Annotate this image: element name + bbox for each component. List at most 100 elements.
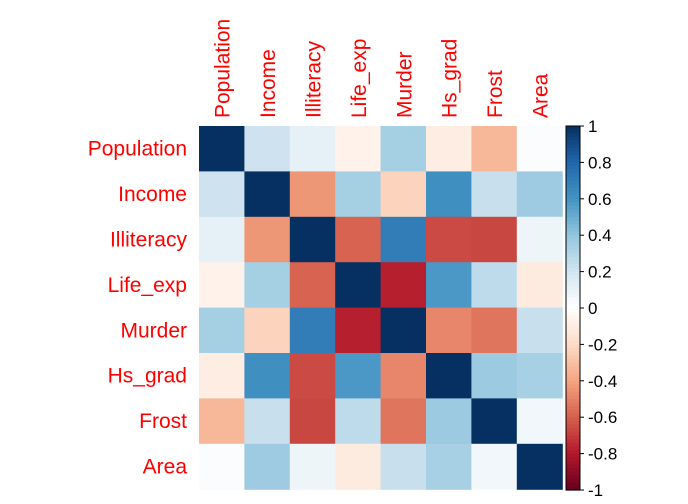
heatmap-cell bbox=[516, 443, 563, 490]
colorbar-tick-label: 0.6 bbox=[588, 190, 612, 209]
colorbar-segment bbox=[566, 351, 580, 356]
heatmap-cell bbox=[380, 216, 427, 263]
heatmap-cell bbox=[471, 262, 518, 309]
colorbar-segment bbox=[566, 424, 580, 429]
heatmap-cell bbox=[426, 353, 472, 399]
column-label: Population bbox=[212, 19, 235, 118]
colorbar-segment bbox=[566, 297, 580, 302]
colorbar-segment bbox=[566, 329, 580, 335]
heatmap-cell bbox=[380, 307, 427, 354]
colorbar-tick-label: -0.2 bbox=[588, 335, 617, 354]
colorbar-segment bbox=[566, 344, 580, 349]
colorbar-segment bbox=[566, 253, 580, 258]
heatmap-cell bbox=[244, 216, 291, 263]
colorbar-segment bbox=[566, 413, 580, 418]
heatmap-cell bbox=[471, 216, 518, 263]
heatmap-cell bbox=[289, 398, 336, 445]
colorbar-segment bbox=[566, 409, 580, 415]
heatmap-cell bbox=[335, 353, 382, 399]
heatmap-cell bbox=[426, 398, 472, 445]
colorbar-segment bbox=[566, 249, 580, 254]
colorbar-segment bbox=[566, 402, 580, 407]
colorbar-segment bbox=[566, 406, 580, 411]
row-labels: Population Income Illiteracy Life_exp Murder… bbox=[88, 138, 188, 479]
heatmap-cell bbox=[471, 398, 518, 445]
colorbar-tick-label: 0.4 bbox=[588, 226, 612, 245]
colorbar-segment bbox=[566, 202, 580, 207]
colorbar-segment bbox=[566, 449, 580, 455]
column-label: Frost bbox=[484, 70, 507, 118]
heatmap-cell bbox=[426, 126, 472, 172]
colorbar-segment bbox=[566, 260, 580, 265]
colorbar-segment bbox=[566, 399, 580, 404]
heatmap-cell bbox=[516, 353, 563, 399]
heatmap-cell bbox=[335, 443, 382, 490]
colorbar-segment bbox=[566, 482, 580, 487]
colorbar-segment bbox=[566, 278, 580, 284]
row-label: Population bbox=[88, 138, 187, 161]
heatmap-cell bbox=[289, 307, 336, 354]
colorbar-segment bbox=[566, 286, 580, 291]
heatmap-cell bbox=[335, 398, 382, 445]
heatmap-cell bbox=[426, 443, 472, 490]
heatmap-cell bbox=[426, 262, 472, 309]
heatmap-cell bbox=[244, 443, 291, 490]
colorbar-segment bbox=[566, 162, 580, 167]
heatmap-cell bbox=[244, 171, 291, 218]
colorbar-segment bbox=[566, 144, 580, 149]
colorbar-segment bbox=[566, 348, 580, 353]
heatmap-cell bbox=[199, 126, 245, 172]
colorbar-segment bbox=[566, 227, 580, 233]
row-label: Income bbox=[118, 183, 187, 206]
colorbar-segment bbox=[566, 169, 580, 174]
colorbar-segment bbox=[566, 355, 580, 360]
colorbar-segment bbox=[566, 377, 580, 382]
heatmap-cell bbox=[426, 307, 472, 354]
colorbar-segment bbox=[566, 235, 580, 240]
heatmap-cell bbox=[471, 307, 518, 354]
heatmap-cell bbox=[289, 443, 336, 490]
colorbar-segment bbox=[566, 362, 580, 367]
colorbar-tick-label: 1 bbox=[588, 117, 597, 136]
colorbar-segment bbox=[566, 173, 580, 178]
heatmap-cell bbox=[244, 126, 291, 172]
colorbar-segment bbox=[566, 391, 580, 396]
row-label: Life_exp bbox=[108, 274, 187, 297]
colorbar-segment bbox=[566, 322, 580, 327]
heatmap-cell bbox=[380, 126, 427, 172]
colorbar-segment bbox=[566, 166, 580, 171]
colorbar-segment bbox=[566, 293, 580, 298]
colorbar-segment bbox=[566, 464, 580, 469]
colorbar-segment bbox=[566, 435, 580, 440]
heatmap-cell bbox=[244, 307, 291, 354]
colorbar-segment bbox=[566, 373, 580, 378]
colorbar-segment bbox=[566, 479, 580, 484]
colorbar-segment bbox=[566, 231, 580, 236]
heatmap-cell bbox=[199, 353, 245, 399]
heatmap-cell bbox=[199, 398, 245, 445]
colorbar-segment bbox=[566, 395, 580, 400]
colorbar-segment bbox=[566, 315, 580, 320]
heatmap-cell bbox=[471, 353, 518, 399]
heatmap-cell bbox=[199, 262, 245, 309]
heatmap-cell bbox=[516, 262, 563, 309]
heatmap-cell bbox=[471, 443, 518, 490]
colorbar-segment bbox=[566, 366, 580, 371]
column-label: Life_exp bbox=[348, 39, 371, 118]
colorbar-segment bbox=[566, 369, 580, 375]
heatmap-cell bbox=[289, 262, 336, 309]
heatmap-cell bbox=[199, 307, 245, 354]
colorbar-segment bbox=[566, 457, 580, 462]
column-labels: Population Income Illiteracy Life_exp Murder… bbox=[212, 19, 553, 118]
heatmap-cell bbox=[426, 171, 472, 218]
heatmap-cell bbox=[199, 216, 245, 263]
colorbar-segment bbox=[566, 155, 580, 160]
colorbar-segment bbox=[566, 380, 580, 386]
column-label: Illiteracy bbox=[303, 40, 326, 118]
colorbar-tick-label: -0.4 bbox=[588, 372, 617, 391]
colorbar-segment bbox=[566, 147, 580, 153]
colorbar-segment bbox=[566, 471, 580, 477]
colorbar-segment bbox=[566, 442, 580, 447]
colorbar-segment bbox=[566, 238, 580, 244]
